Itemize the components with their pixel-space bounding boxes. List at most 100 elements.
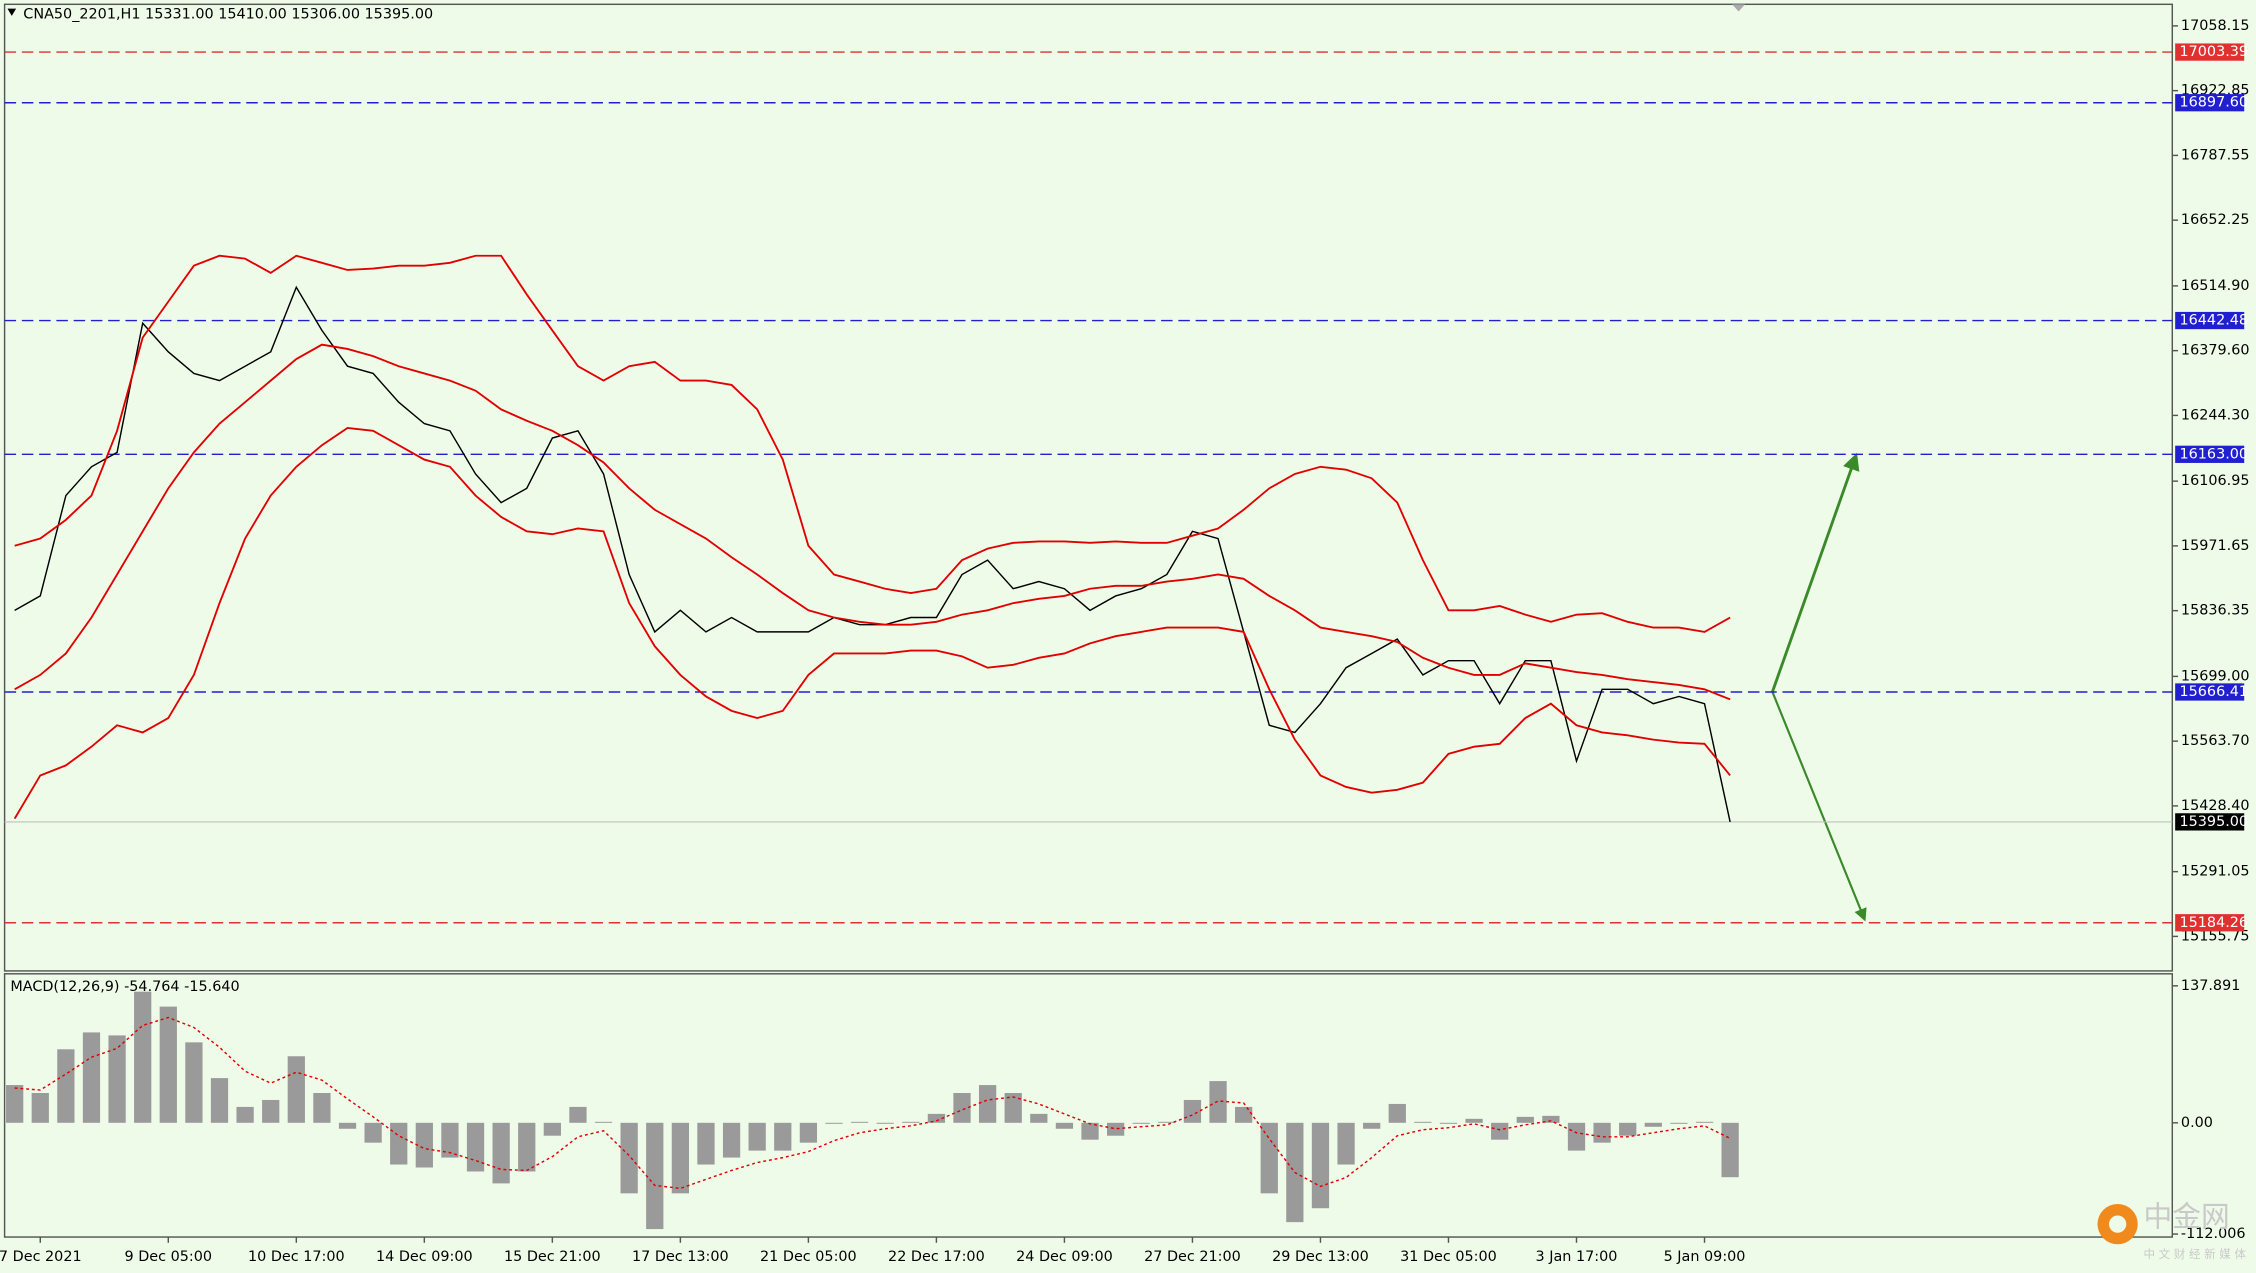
- macd-panel-frame: [3, 973, 2174, 1238]
- level-label-box: [2175, 683, 2245, 701]
- level-label: 17003.39: [2179, 44, 2248, 60]
- macd-bar: [1081, 1122, 1099, 1140]
- level-label-box: [2175, 43, 2245, 61]
- macd-bar: [1542, 1115, 1560, 1123]
- macd-bar: [518, 1122, 536, 1172]
- y-tick-label: 15563.70: [2181, 733, 2250, 749]
- watermark: 中金网 中 文 财 经 新 媒 体: [2097, 1199, 2247, 1261]
- down-arrow: [1771, 691, 1867, 922]
- x-tick-label: 9 Dec 05:00: [125, 1249, 213, 1265]
- macd-bar: [1388, 1103, 1406, 1123]
- y-tick-label: 15428.40: [2181, 798, 2250, 814]
- macd-bar: [1311, 1122, 1330, 1209]
- y-tick-label: 0.00: [2181, 1115, 2213, 1131]
- x-tick-label: 22 Dec 17:00: [888, 1249, 985, 1265]
- x-tick-label: 21 Dec 05:00: [760, 1249, 857, 1265]
- macd-bar: [1055, 1122, 1074, 1129]
- header-toggle[interactable]: [7, 8, 17, 16]
- x-tick-label: 5 Jan 09:00: [1664, 1249, 1746, 1265]
- macd-bar: [364, 1122, 382, 1143]
- macd-bar: [236, 1106, 254, 1123]
- macd-bar: [1465, 1118, 1483, 1123]
- macd-bar: [671, 1122, 689, 1194]
- macd-bar: [338, 1122, 357, 1129]
- macd-bar: [1158, 1121, 1176, 1123]
- macd-bar: [441, 1122, 459, 1158]
- watermark-slogan: 中 文 财 经 新 媒 体: [2144, 1247, 2247, 1261]
- bollinger-band: [14, 343, 1731, 701]
- macd-bar: [1567, 1122, 1586, 1151]
- macd-bar: [313, 1093, 331, 1123]
- macd-bar: [1516, 1116, 1534, 1123]
- macd-bar: [1593, 1122, 1611, 1143]
- x-tick-label: 24 Dec 09:00: [1016, 1249, 1113, 1265]
- macd-bar: [415, 1122, 433, 1168]
- macd-bar: [825, 1122, 843, 1124]
- main-panel-frame: [3, 3, 2174, 972]
- macd-bar: [1183, 1099, 1202, 1123]
- y-tick-label: 16514.90: [2181, 278, 2250, 294]
- macd-bar: [1619, 1122, 1637, 1136]
- x-tick-label: 10 Dec 17:00: [248, 1249, 345, 1265]
- macd-bar: [799, 1122, 818, 1143]
- level-label-box: [2175, 94, 2245, 112]
- x-tick-label: 15 Dec 21:00: [504, 1249, 601, 1265]
- scroll-marker: [1732, 4, 1746, 12]
- level-label-box: [2175, 311, 2245, 330]
- level-label-box: [2175, 914, 2245, 932]
- macd-bar: [543, 1122, 561, 1136]
- bollinger-band: [13, 426, 1731, 820]
- x-tick-label: 31 Dec 05:00: [1400, 1249, 1497, 1265]
- y-tick-label: 15155.75: [2181, 928, 2250, 944]
- macd-signal-line: [14, 1016, 1731, 1190]
- macd-bar: [108, 1035, 126, 1123]
- macd-bar: [1337, 1122, 1355, 1165]
- level-label: 16442.48: [2179, 313, 2248, 329]
- macd-bar: [902, 1121, 920, 1123]
- macd-bar: [850, 1121, 869, 1123]
- macd-bar: [748, 1122, 766, 1151]
- macd-bar: [185, 1042, 203, 1123]
- x-tick-label: 14 Dec 09:00: [376, 1249, 473, 1265]
- up-arrow: [1771, 452, 1860, 693]
- y-tick-label: 15836.35: [2181, 603, 2250, 619]
- y-tick-label: 15291.05: [2181, 864, 2250, 880]
- macd-bar: [31, 1093, 49, 1123]
- y-tick-label: 137.891: [2181, 978, 2240, 994]
- x-tick-label: 29 Dec 13:00: [1272, 1249, 1369, 1265]
- watermark-logo-inner: [2109, 1215, 2127, 1233]
- y-tick-label: 16787.55: [2181, 147, 2250, 163]
- macd-bar: [1439, 1122, 1458, 1124]
- macd-bar: [1235, 1106, 1253, 1123]
- macd-bar: [210, 1078, 229, 1123]
- macd-bar: [1260, 1122, 1278, 1194]
- macd-bar: [159, 1006, 177, 1123]
- x-tick-label: 7 Dec 2021: [0, 1249, 82, 1265]
- y-tick-label: 15699.00: [2181, 668, 2250, 684]
- y-tick-label: 16379.60: [2181, 343, 2250, 359]
- macd-bar: [594, 1121, 613, 1123]
- watermark-name: 中金网: [2144, 1199, 2230, 1233]
- macd-bar: [978, 1085, 997, 1123]
- macd-bar: [287, 1056, 305, 1123]
- macd-bar: [82, 1032, 101, 1123]
- macd-title: MACD(12,26,9) -54.764 -15.640: [10, 979, 239, 995]
- level-label: 16897.60: [2179, 95, 2248, 111]
- macd-bar: [646, 1122, 664, 1230]
- macd-bar: [57, 1049, 75, 1123]
- macd-bar: [774, 1122, 792, 1151]
- macd-bar: [1363, 1122, 1381, 1129]
- macd-bar: [1695, 1121, 1714, 1123]
- price-line: [14, 285, 1731, 823]
- y-tick-label: 15971.65: [2181, 538, 2250, 554]
- macd-bar: [569, 1106, 587, 1123]
- y-tick-label: -112.006: [2181, 1226, 2246, 1242]
- y-tick-label: 16106.95: [2181, 473, 2250, 489]
- y-tick-label: 16652.25: [2181, 212, 2250, 228]
- macd-bar: [876, 1122, 894, 1124]
- y-tick-label: 17058.15: [2181, 18, 2250, 34]
- macd-bar: [1004, 1093, 1022, 1123]
